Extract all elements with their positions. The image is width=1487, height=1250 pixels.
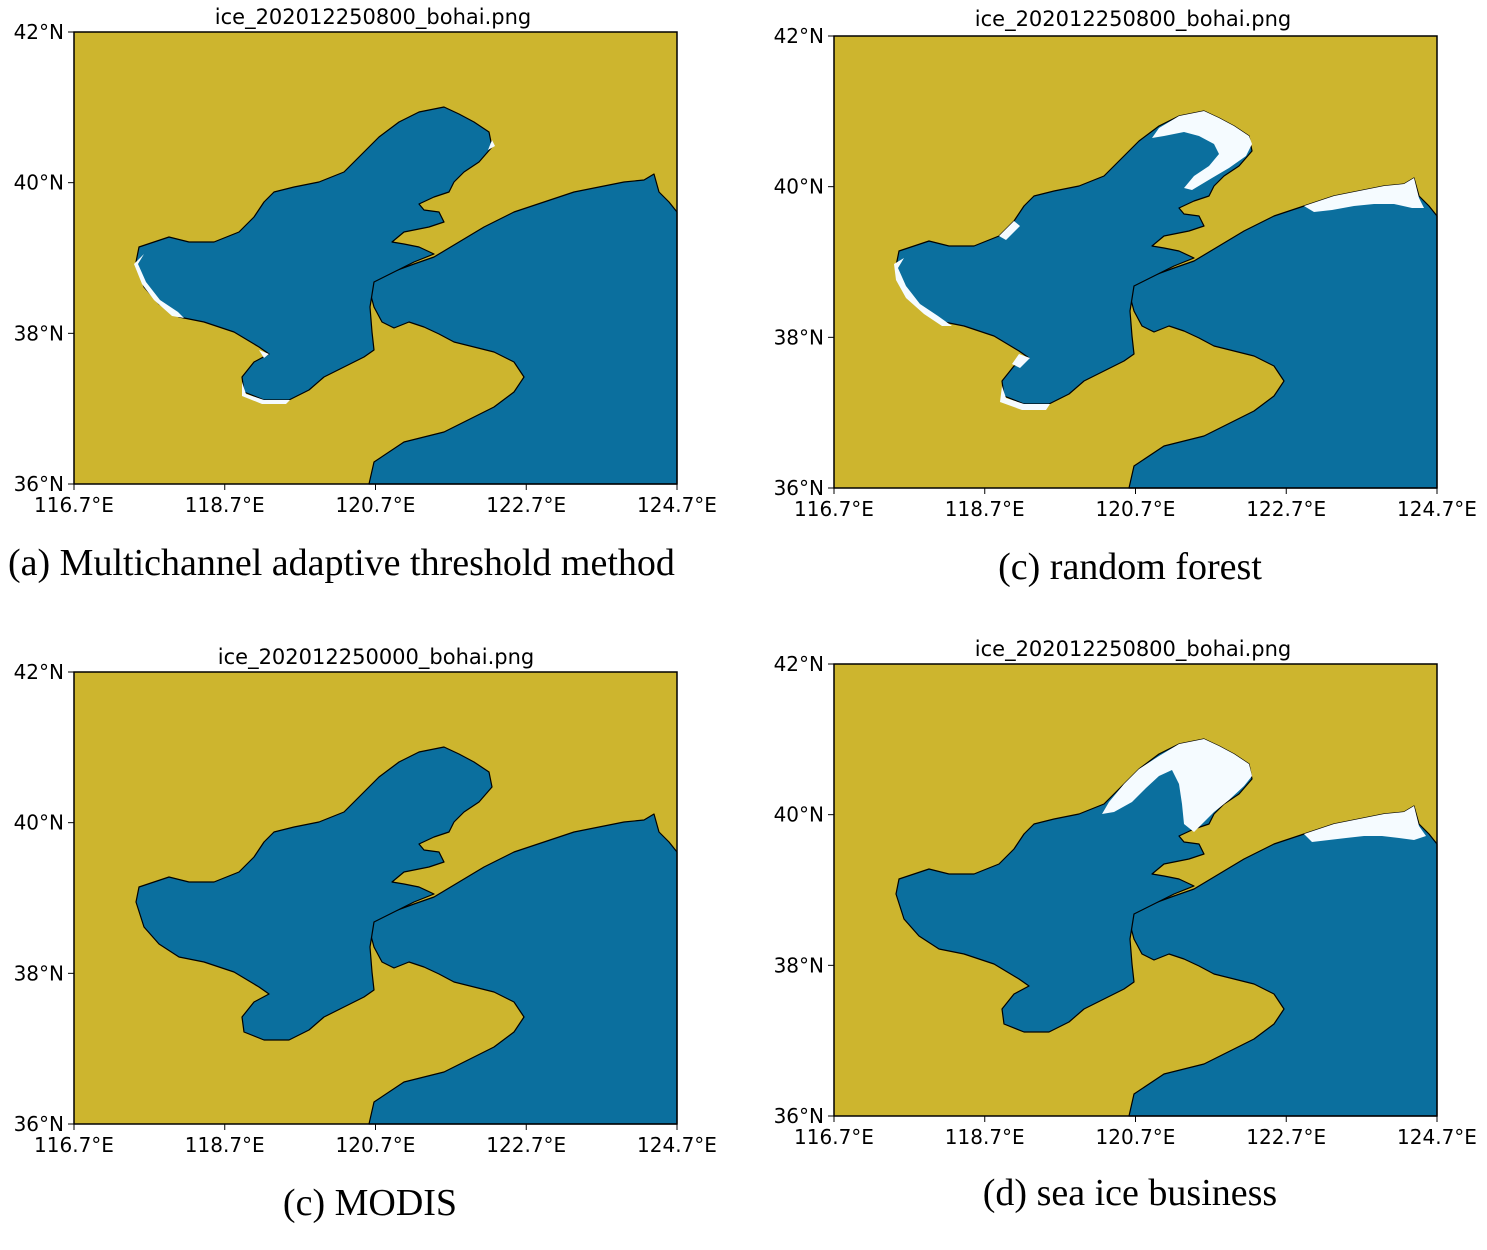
lat-tick-label: 42°N xyxy=(14,660,64,684)
open-sea xyxy=(368,813,678,1125)
lat-tick-label: 42°N xyxy=(774,652,824,676)
map-sea-ice-business: ice_202012250800_bohai.png 36°N 38°N 40°N 4… xyxy=(774,637,1477,1149)
lat-tick-label: 38°N xyxy=(774,953,824,977)
panel-title: ice_202012250800_bohai.png xyxy=(975,7,1291,32)
lat-tick-label: 38°N xyxy=(14,961,64,985)
lon-tick-label: 124.7°E xyxy=(637,493,717,517)
lon-ticks: 116.7°E 118.7°E 120.7°E 122.7°E 124.7°E xyxy=(794,488,1477,521)
lat-tick-label: 42°N xyxy=(774,24,824,48)
panel-random-forest: ice_202012250800_bohai.png 36°N 38°N 40°N 4… xyxy=(760,4,1487,614)
lat-ticks: 36°N 38°N 40°N 42°N xyxy=(14,660,74,1136)
map-modis: ice_202012250000_bohai.png 36°N 38°N 40°N 4… xyxy=(14,645,717,1157)
map-random-forest: ice_202012250800_bohai.png 36°N 38°N 40°N 4… xyxy=(774,7,1477,521)
panel-sea-ice-business: ice_202012250800_bohai.png 36°N 38°N 40°N 4… xyxy=(760,630,1487,1240)
bohai-sea xyxy=(135,746,493,1041)
lon-tick-label: 118.7°E xyxy=(185,1133,265,1157)
lat-tick-label: 36°N xyxy=(14,1112,64,1136)
lon-tick-label: 122.7°E xyxy=(486,493,566,517)
bohai-sea xyxy=(135,106,493,401)
lat-ticks: 36°N 38°N 40°N 42°N xyxy=(14,20,74,496)
panel-modis: ice_202012250000_bohai.png 36°N 38°N 40°N 4… xyxy=(0,640,740,1250)
lon-tick-label: 124.7°E xyxy=(1397,1125,1477,1149)
lon-tick-label: 120.7°E xyxy=(336,493,416,517)
lat-tick-label: 40°N xyxy=(14,171,64,195)
lon-tick-label: 122.7°E xyxy=(486,1133,566,1157)
panel-caption: (d) sea ice business xyxy=(982,1172,1278,1214)
map-area xyxy=(833,35,1438,489)
panel-caption: (c) random forest xyxy=(998,546,1262,588)
panel-a: ice_202012250800_bohai.png 36°N 38°N 40°N 4… xyxy=(0,0,740,610)
panel-title: ice_202012250800_bohai.png xyxy=(215,5,531,30)
lon-ticks: 116.7°E 118.7°E 120.7°E 122.7°E 124.7°E xyxy=(794,1116,1477,1149)
lon-tick-label: 120.7°E xyxy=(1096,497,1176,521)
sea-ice xyxy=(1102,739,1426,842)
map-area xyxy=(73,31,678,485)
panel-caption: (c) MODIS xyxy=(282,1182,458,1224)
lat-tick-label: 40°N xyxy=(774,803,824,827)
lon-tick-label: 116.7°E xyxy=(794,497,874,521)
open-sea xyxy=(368,173,678,485)
lat-tick-label: 42°N xyxy=(14,20,64,44)
lat-tick-label: 36°N xyxy=(774,476,824,500)
lon-tick-label: 122.7°E xyxy=(1246,1125,1326,1149)
lon-tick-label: 120.7°E xyxy=(1096,1125,1176,1149)
lat-tick-label: 36°N xyxy=(774,1104,824,1128)
lon-tick-label: 122.7°E xyxy=(1246,497,1326,521)
lon-tick-label: 116.7°E xyxy=(34,1133,114,1157)
lon-ticks: 116.7°E 118.7°E 120.7°E 122.7°E 124.7°E xyxy=(34,484,717,517)
lat-tick-label: 36°N xyxy=(14,472,64,496)
map-area xyxy=(833,663,1438,1117)
map-area xyxy=(73,671,678,1125)
panel-title: ice_202012250000_bohai.png xyxy=(218,645,534,670)
lat-tick-label: 40°N xyxy=(14,811,64,835)
lat-ticks: 36°N 38°N 40°N 42°N xyxy=(774,652,834,1128)
lat-tick-label: 38°N xyxy=(14,321,64,345)
bohai-sea xyxy=(895,110,1253,405)
lon-tick-label: 120.7°E xyxy=(336,1133,416,1157)
panel-caption: (a) Multichannel adaptive threshold meth… xyxy=(8,542,675,584)
lat-tick-label: 40°N xyxy=(774,175,824,199)
lon-tick-label: 116.7°E xyxy=(794,1125,874,1149)
lon-ticks: 116.7°E 118.7°E 120.7°E 122.7°E 124.7°E xyxy=(34,1124,717,1157)
lat-tick-label: 38°N xyxy=(774,325,824,349)
lon-tick-label: 124.7°E xyxy=(1397,497,1477,521)
lon-tick-label: 118.7°E xyxy=(945,497,1025,521)
lon-tick-label: 116.7°E xyxy=(34,493,114,517)
bohai-sea xyxy=(895,738,1253,1033)
lon-tick-label: 118.7°E xyxy=(185,493,265,517)
lon-tick-label: 118.7°E xyxy=(945,1125,1025,1149)
panel-title: ice_202012250800_bohai.png xyxy=(975,637,1291,662)
lat-ticks: 36°N 38°N 40°N 42°N xyxy=(774,24,834,500)
map-a: ice_202012250800_bohai.png 36°N 38°N 40°N 4… xyxy=(14,5,717,517)
lon-tick-label: 124.7°E xyxy=(637,1133,717,1157)
